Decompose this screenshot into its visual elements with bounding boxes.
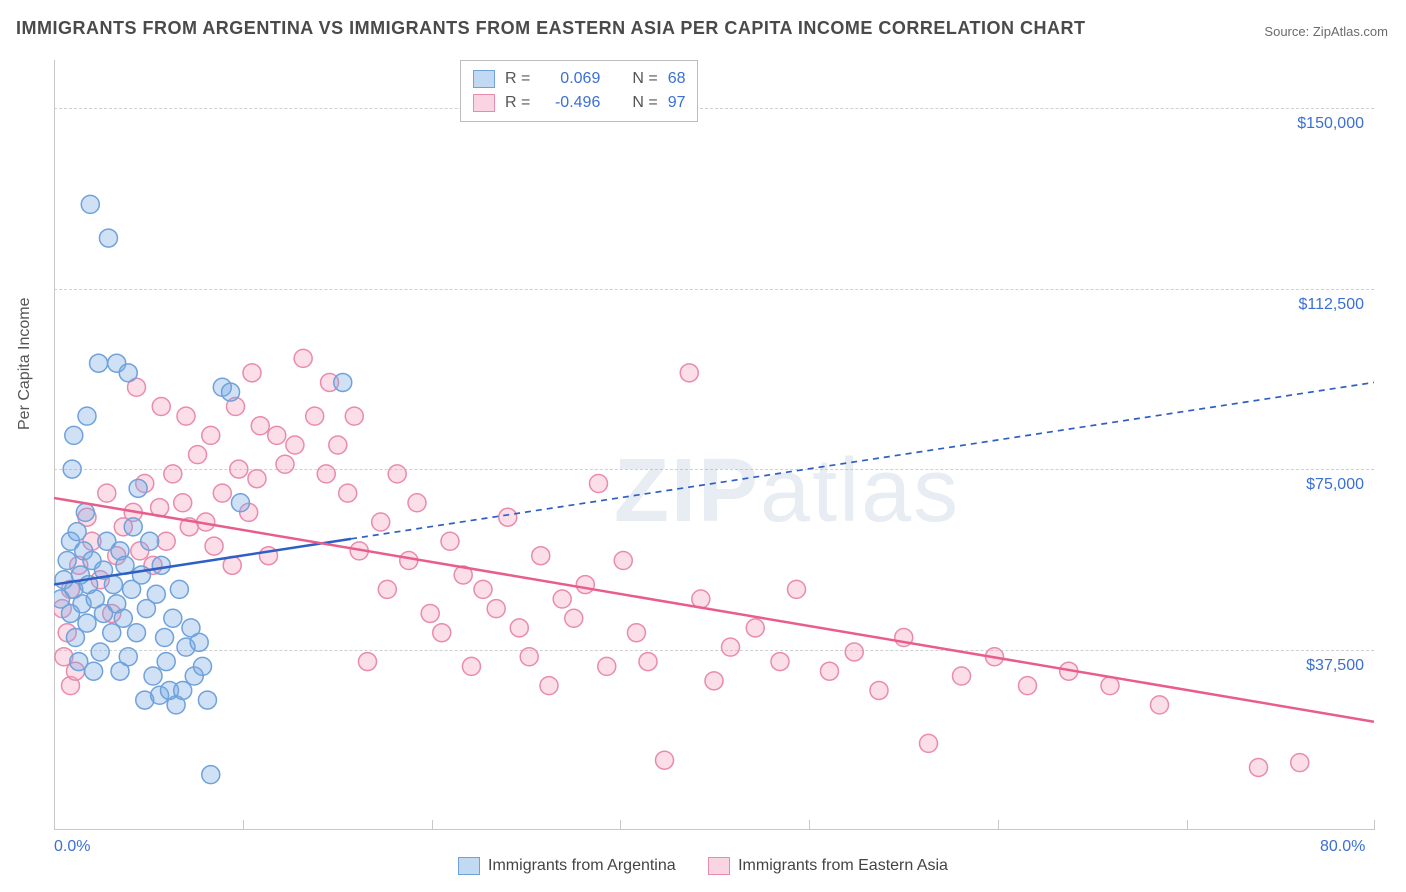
source-label: Source: — [1264, 24, 1309, 39]
r-value-eastern-asia: -0.496 — [540, 94, 600, 112]
legend-row: R = 0.069 N = 68 — [473, 67, 685, 91]
legend-swatch-eastern-asia — [473, 94, 495, 112]
source-link[interactable]: ZipAtlas.com — [1313, 24, 1388, 39]
legend-swatch-argentina — [473, 70, 495, 88]
source-attribution: Source: ZipAtlas.com — [1264, 24, 1388, 39]
x-axis-min-label: 0.0% — [54, 838, 90, 856]
n-label: N = — [632, 94, 657, 112]
x-tick — [1374, 820, 1375, 830]
r-label: R = — [505, 70, 530, 88]
y-axis-label: Per Capita Income — [16, 297, 34, 430]
chart-title: IMMIGRANTS FROM ARGENTINA VS IMMIGRANTS … — [16, 18, 1085, 39]
legend-swatch-argentina — [458, 857, 480, 875]
r-label: R = — [505, 94, 530, 112]
legend-label-eastern-asia: Immigrants from Eastern Asia — [738, 857, 948, 875]
legend-label-argentina: Immigrants from Argentina — [488, 857, 676, 875]
scatter-svg — [54, 60, 1374, 830]
series-legend: Immigrants from Argentina Immigrants fro… — [0, 857, 1406, 880]
correlation-legend: R = 0.069 N = 68 R = -0.496 N = 97 — [460, 60, 698, 122]
legend-row: R = -0.496 N = 97 — [473, 91, 685, 115]
n-value-eastern-asia: 97 — [668, 94, 686, 112]
x-axis-max-label: 80.0% — [1320, 838, 1365, 856]
legend-item-eastern-asia: Immigrants from Eastern Asia — [708, 857, 948, 875]
chart-plot-area: ZIPatlas $37,500$75,000$112,500$150,000 — [54, 60, 1374, 830]
n-label: N = — [632, 70, 657, 88]
legend-swatch-eastern-asia — [708, 857, 730, 875]
n-value-argentina: 68 — [668, 70, 686, 88]
legend-item-argentina: Immigrants from Argentina — [458, 857, 676, 875]
r-value-argentina: 0.069 — [540, 70, 600, 88]
